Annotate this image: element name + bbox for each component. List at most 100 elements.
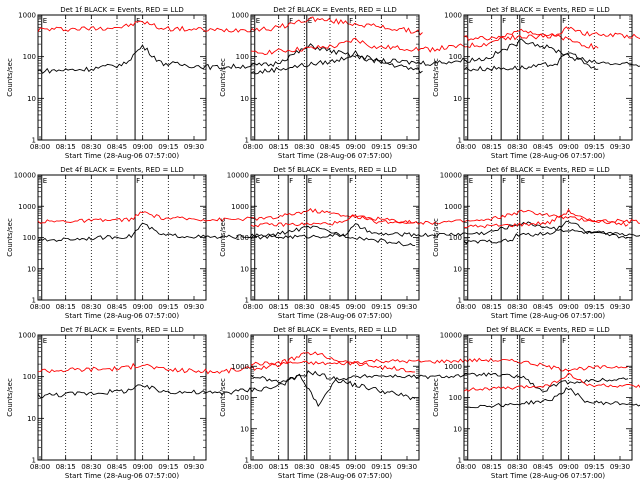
- panel-3: Det 3f BLACK = Events, RED = LLD 08:00 08:…: [432, 6, 640, 160]
- x-tick-label: 08:00: [456, 303, 476, 311]
- x-tick-label: 09:15: [158, 463, 178, 471]
- y-axis-label: Counts/sec: [6, 58, 14, 97]
- x-tick-label: 08:00: [456, 463, 476, 471]
- y-tick-label: 1: [458, 297, 462, 305]
- y-tick-label: 1: [32, 137, 36, 145]
- series-line-red: [250, 209, 629, 228]
- y-tick-label: 100: [23, 234, 36, 242]
- panel-9: Det 9f BLACK = Events, RED = LLD 08:00 08:…: [432, 326, 640, 480]
- y-tick-label: 1000: [18, 12, 36, 20]
- event-marker-label: F: [136, 17, 140, 25]
- y-axis-label: Counts/sec: [6, 218, 14, 257]
- x-tick-label: 09:00: [559, 143, 579, 151]
- panel-4: Det 4f BLACK = Events, RED = LLD 08:00 08:…: [6, 166, 416, 320]
- panel-6: Det 6f BLACK = Events, RED = LLD 08:00 08:…: [432, 166, 640, 320]
- x-tick-label: 08:15: [269, 143, 289, 151]
- y-tick-label: 100: [236, 394, 249, 402]
- x-axis-label: Start Time (28-Aug-06 07:57:00): [491, 312, 605, 320]
- event-marker-label: E: [308, 177, 312, 185]
- x-tick-label: 09:15: [158, 303, 178, 311]
- y-tick-label: 100: [449, 234, 462, 242]
- x-tick-label: 08:45: [533, 303, 553, 311]
- series-line-red: [37, 16, 423, 36]
- x-tick-label: 08:45: [533, 463, 553, 471]
- y-tick-label: 10: [27, 95, 36, 103]
- y-tick-label: 1: [245, 137, 249, 145]
- y-tick-label: 100: [23, 373, 36, 381]
- y-tick-label: 10: [240, 425, 249, 433]
- panel-title: Det 2f BLACK = Events, RED = LLD: [273, 6, 396, 14]
- y-tick-label: 1: [458, 137, 462, 145]
- event-marker-label: E: [43, 17, 47, 25]
- y-tick-label: 10: [453, 425, 462, 433]
- x-tick-label: 08:15: [269, 303, 289, 311]
- x-tick-label: 08:15: [56, 463, 76, 471]
- event-marker-label: F: [562, 17, 566, 25]
- x-axis-label: Start Time (28-Aug-06 07:57:00): [491, 152, 605, 160]
- event-marker-label: E: [43, 177, 47, 185]
- x-tick-label: 08:45: [107, 463, 127, 471]
- x-tick-label: 08:00: [243, 463, 263, 471]
- series-line-black: [37, 43, 423, 74]
- x-tick-label: 08:00: [243, 143, 263, 151]
- series-line-black: [463, 52, 640, 72]
- x-tick-label: 08:45: [107, 143, 127, 151]
- event-marker-label: F: [349, 17, 353, 25]
- event-marker-label: E: [469, 177, 473, 185]
- x-tick-label: 08:15: [482, 303, 502, 311]
- x-axis-label: Start Time (28-Aug-06 07:57:00): [278, 472, 392, 480]
- x-tick-label: 08:30: [294, 303, 314, 311]
- x-tick-label: 08:00: [30, 303, 50, 311]
- x-axis-label: Start Time (28-Aug-06 07:57:00): [65, 152, 179, 160]
- y-axis-label: Counts/sec: [6, 378, 14, 417]
- x-tick-label: 09:30: [610, 463, 630, 471]
- x-tick-label: 08:00: [30, 463, 50, 471]
- y-tick-label: 100: [236, 234, 249, 242]
- y-axis-label: Counts/sec: [219, 218, 227, 257]
- panel-title: Det 9f BLACK = Events, RED = LLD: [486, 326, 609, 334]
- x-tick-label: 09:15: [584, 143, 604, 151]
- x-tick-label: 08:00: [30, 143, 50, 151]
- plot-frame: [37, 334, 207, 461]
- x-tick-label: 09:00: [559, 303, 579, 311]
- y-tick-label: 100: [449, 394, 462, 402]
- panel-title: Det 3f BLACK = Events, RED = LLD: [486, 6, 609, 14]
- y-tick-label: 1: [245, 297, 249, 305]
- y-tick-label: 10000: [227, 332, 249, 340]
- panel-title: Det 7f BLACK = Events, RED = LLD: [60, 326, 183, 334]
- y-axis-label: Counts/sec: [219, 378, 227, 417]
- x-axis-label: Start Time (28-Aug-06 07:57:00): [491, 472, 605, 480]
- y-tick-label: 10000: [440, 172, 462, 180]
- event-marker-label: F: [289, 337, 293, 345]
- x-tick-label: 09:00: [346, 303, 366, 311]
- plot-frame: [250, 14, 420, 141]
- x-tick-label: 08:30: [294, 143, 314, 151]
- x-tick-label: 08:45: [320, 143, 340, 151]
- y-tick-label: 10000: [227, 172, 249, 180]
- x-tick-label: 08:15: [56, 303, 76, 311]
- x-tick-label: 08:45: [107, 303, 127, 311]
- event-marker-label: F: [562, 337, 566, 345]
- x-tick-label: 09:00: [133, 143, 153, 151]
- x-tick-label: 08:15: [482, 463, 502, 471]
- x-tick-label: 09:15: [158, 143, 178, 151]
- event-marker-label: F: [136, 177, 140, 185]
- y-axis-label: Counts/sec: [432, 378, 440, 417]
- panel-5: Det 5f BLACK = Events, RED = LLD 08:00 08:…: [219, 166, 629, 320]
- panel-title: Det 1f BLACK = Events, RED = LLD: [60, 6, 183, 14]
- x-axis-label: Start Time (28-Aug-06 07:57:00): [65, 472, 179, 480]
- x-tick-label: 09:00: [133, 303, 153, 311]
- x-tick-label: 08:15: [56, 143, 76, 151]
- panel-2: Det 2f BLACK = Events, RED = LLD 08:00 08:…: [219, 6, 599, 160]
- series-line-black: [463, 220, 640, 245]
- series-line-red: [37, 208, 416, 224]
- y-tick-label: 1000: [231, 203, 249, 211]
- y-tick-label: 10000: [440, 332, 462, 340]
- x-tick-label: 09:30: [397, 303, 417, 311]
- x-tick-label: 09:30: [610, 303, 630, 311]
- event-marker-label: E: [256, 17, 260, 25]
- panel-title: Det 6f BLACK = Events, RED = LLD: [486, 166, 609, 174]
- series-line-black: [250, 38, 599, 75]
- x-axis-label: Start Time (28-Aug-06 07:57:00): [278, 312, 392, 320]
- x-tick-label: 09:30: [184, 143, 204, 151]
